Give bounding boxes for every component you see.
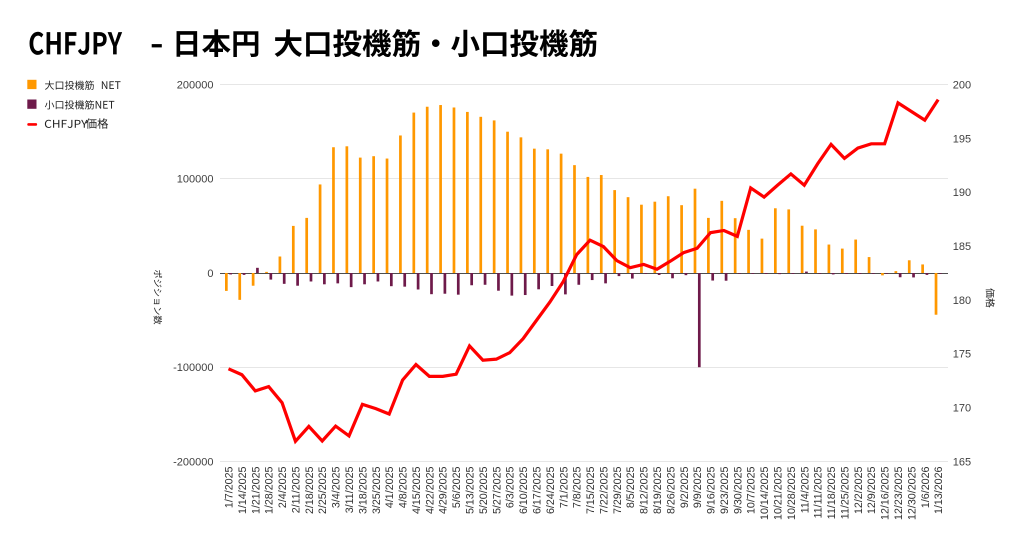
svg-text:12/30/2025: 12/30/2025 [906, 466, 918, 520]
svg-text:8/5/2025: 8/5/2025 [625, 466, 637, 508]
svg-text:6/3/2025: 6/3/2025 [505, 466, 517, 508]
svg-text:100000: 100000 [177, 174, 214, 186]
svg-text:5/6/2025: 5/6/2025 [451, 466, 463, 508]
svg-text:9/23/2025: 9/23/2025 [719, 466, 731, 514]
svg-text:200: 200 [953, 80, 971, 92]
svg-text:12/23/2025: 12/23/2025 [893, 466, 905, 520]
svg-text:6/17/2025: 6/17/2025 [531, 466, 543, 514]
svg-text:180: 180 [953, 295, 971, 307]
svg-text:6/24/2025: 6/24/2025 [545, 466, 557, 514]
svg-text:12/2/2025: 12/2/2025 [853, 466, 865, 514]
svg-text:7/22/2025: 7/22/2025 [598, 466, 610, 514]
svg-text:11/11/2025: 11/11/2025 [813, 466, 825, 518]
svg-text:9/30/2025: 9/30/2025 [732, 466, 744, 514]
svg-text:8/19/2025: 8/19/2025 [652, 466, 664, 514]
svg-text:1/6/2026: 1/6/2026 [920, 466, 932, 508]
svg-text:12/16/2025: 12/16/2025 [880, 466, 892, 520]
svg-text:1/21/2025: 1/21/2025 [250, 466, 262, 514]
svg-text:9/9/2025: 9/9/2025 [692, 466, 704, 508]
svg-text:1/13/2026: 1/13/2026 [933, 466, 945, 514]
svg-text:3/4/2025: 3/4/2025 [331, 466, 343, 508]
svg-text:2/4/2025: 2/4/2025 [277, 466, 289, 508]
svg-text:2/11/2025: 2/11/2025 [290, 466, 302, 513]
svg-text:165: 165 [953, 456, 971, 468]
svg-text:7/15/2025: 7/15/2025 [585, 466, 597, 514]
svg-text:12/9/2025: 12/9/2025 [866, 466, 878, 514]
svg-text:9/16/2025: 9/16/2025 [706, 466, 718, 514]
svg-text:5/13/2025: 5/13/2025 [465, 466, 477, 514]
svg-text:11/25/2025: 11/25/2025 [839, 466, 851, 519]
svg-text:195: 195 [953, 133, 971, 145]
svg-text:4/8/2025: 4/8/2025 [398, 466, 410, 508]
svg-text:4/1/2025: 4/1/2025 [384, 466, 396, 508]
svg-text:4/29/2025: 4/29/2025 [438, 466, 450, 514]
svg-text:6/10/2025: 6/10/2025 [518, 466, 530, 514]
svg-text:190: 190 [953, 187, 971, 199]
svg-text:175: 175 [953, 349, 971, 361]
svg-text:5/27/2025: 5/27/2025 [491, 466, 503, 514]
svg-text:185: 185 [953, 241, 971, 253]
svg-text:200000: 200000 [177, 80, 214, 92]
svg-text:170: 170 [953, 403, 971, 415]
svg-text:7/8/2025: 7/8/2025 [572, 466, 584, 508]
svg-text:2/18/2025: 2/18/2025 [304, 466, 316, 514]
svg-text:7/29/2025: 7/29/2025 [612, 466, 624, 514]
svg-text:10/21/2025: 10/21/2025 [772, 466, 784, 520]
svg-text:-100000: -100000 [173, 362, 213, 374]
svg-text:8/26/2025: 8/26/2025 [665, 466, 677, 514]
svg-text:4/15/2025: 4/15/2025 [411, 466, 423, 514]
svg-text:0: 0 [207, 268, 213, 280]
svg-text:-200000: -200000 [173, 456, 213, 468]
svg-text:11/18/2025: 11/18/2025 [826, 466, 838, 519]
svg-text:5/20/2025: 5/20/2025 [478, 466, 490, 514]
svg-text:10/7/2025: 10/7/2025 [746, 466, 758, 514]
svg-text:1/14/2025: 1/14/2025 [237, 466, 249, 514]
svg-text:1/7/2025: 1/7/2025 [224, 466, 236, 508]
svg-text:10/28/2025: 10/28/2025 [786, 466, 798, 520]
svg-text:7/1/2025: 7/1/2025 [558, 466, 570, 508]
svg-text:2/25/2025: 2/25/2025 [317, 466, 329, 514]
svg-text:3/18/2025: 3/18/2025 [357, 466, 369, 514]
svg-text:9/2/2025: 9/2/2025 [679, 466, 691, 508]
svg-text:10/14/2025: 10/14/2025 [759, 466, 771, 520]
svg-text:3/25/2025: 3/25/2025 [371, 466, 383, 514]
svg-text:1/28/2025: 1/28/2025 [264, 466, 276, 514]
svg-text:11/4/2025: 11/4/2025 [799, 466, 811, 513]
svg-text:8/12/2025: 8/12/2025 [639, 466, 651, 514]
svg-text:3/11/2025: 3/11/2025 [344, 466, 356, 513]
svg-text:4/22/2025: 4/22/2025 [424, 466, 436, 514]
